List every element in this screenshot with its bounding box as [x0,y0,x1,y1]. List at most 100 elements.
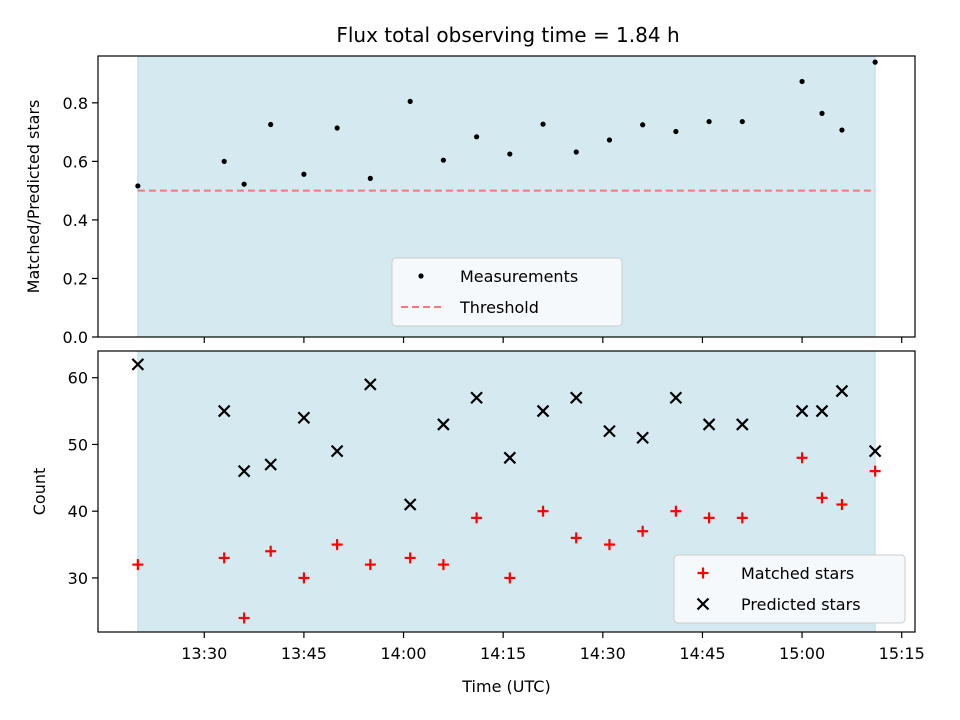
predicted-point [237,464,251,478]
y-tick-label: 0.6 [63,152,88,171]
measurement-point [440,157,446,163]
matched-point [471,512,483,524]
legend-threshold-label: Threshold [459,298,539,317]
predicted-point-b [364,378,377,391]
predicted-point-b [815,404,829,418]
predicted-point [297,411,311,425]
x-tick-label: 13:45 [281,644,327,663]
predicted-point-b [437,418,450,431]
legend-measurements-label: Measurements [460,267,578,286]
measurement-point [872,59,878,65]
predicted-point-b [217,404,231,418]
legend-predicted-label: Predicted stars [741,595,861,614]
measurement-point [640,122,646,128]
x-tick-label: 14:00 [380,644,426,663]
predicted-point [669,391,683,404]
matched-point [364,559,376,571]
top-legend-box [391,257,623,327]
predicted-point-b [264,458,277,471]
bottom-axes-frame [97,350,916,633]
measurement-point [241,181,247,187]
matched-point [504,572,516,584]
measurement-point [540,121,546,127]
predicted-point-b [569,391,583,404]
y-tick-label: 0.0 [63,328,88,347]
y-tick-label: 50 [68,435,88,454]
matched-point [537,505,549,517]
top-panel: 0.00.20.40.60.8 Matched/Predicted stars … [24,55,916,347]
matched-point [816,492,828,504]
legend-cross-b [696,597,710,611]
measurement-point [268,121,274,128]
top-axes-frame [97,55,916,338]
bottom-y-axis-label: Count [30,468,49,516]
measurement-point [799,78,805,85]
bottom-marks [131,358,882,624]
predicted-point [364,378,377,391]
bottom-legend: Matched stars Predicted stars [673,554,906,624]
bottom-y-ticks: 30 40 50 60 [68,369,98,588]
predicted-point-b [403,498,417,511]
predicted-point-b [330,444,344,458]
matched-point [670,505,682,517]
legend-plus [697,567,709,579]
predicted-point-b [536,404,550,418]
matched-point [238,612,250,624]
predicted-point [868,444,882,458]
predicted-point-b [835,384,849,398]
measurement-point [367,175,373,181]
measurement-point [474,134,480,140]
predicted-point [330,444,344,458]
measurement-point [301,171,307,177]
y-tick-label: 30 [68,569,88,588]
measurement-point [839,127,845,133]
matched-point [265,545,277,557]
measurement-point [135,183,141,189]
matched-point [736,512,748,524]
predicted-point [569,391,583,404]
top-y-ticks: 0.0 0.2 0.4 0.6 0.8 [63,94,98,347]
x-tick-label: 14:45 [679,644,725,663]
legend-cross [696,597,710,611]
predicted-point [437,418,450,431]
legend-measurements-marker [418,273,424,279]
measurement-point [221,158,227,164]
matched-point [570,532,582,544]
predicted-point [795,404,809,418]
predicted-point-b [237,464,251,478]
predicted-point-b [503,451,517,465]
predicted-point-b [868,444,882,458]
chart-title: Flux total observing time = 1.84 h [336,23,679,47]
predicted-point-b [603,424,616,438]
x-tick-label: 15:15 [879,644,925,663]
x-tick-label: 14:30 [580,644,626,663]
matched-point [404,552,416,564]
predicted-point [536,404,550,418]
predicted-point-b [636,431,649,445]
measurement-point [706,118,712,125]
matched-point [331,539,343,551]
legend-matched-label: Matched stars [741,564,854,583]
y-tick-label: 40 [68,502,88,521]
matched-point [836,499,848,511]
predicted-point [131,358,145,371]
legend-predicted-marker [696,597,710,611]
matched-point [218,552,230,564]
matched-point [796,452,808,464]
measurement-point [573,149,579,155]
bottom-legend-box [673,554,906,624]
predicted-point-b [297,411,311,425]
predicted-point [503,451,517,465]
measurement-point [407,98,413,104]
predicted-point-b [702,418,716,431]
predicted-point-b [736,418,749,431]
predicted-point [403,498,417,511]
measurement-point [606,137,613,143]
x-axis-label: Time (UTC) [461,677,550,696]
top-legend: Measurements Threshold [391,257,623,327]
predicted-point [815,404,829,418]
predicted-point [264,458,277,471]
measurement-point [819,110,825,116]
top-marks [135,59,878,192]
y-tick-label: 0.4 [63,211,88,230]
